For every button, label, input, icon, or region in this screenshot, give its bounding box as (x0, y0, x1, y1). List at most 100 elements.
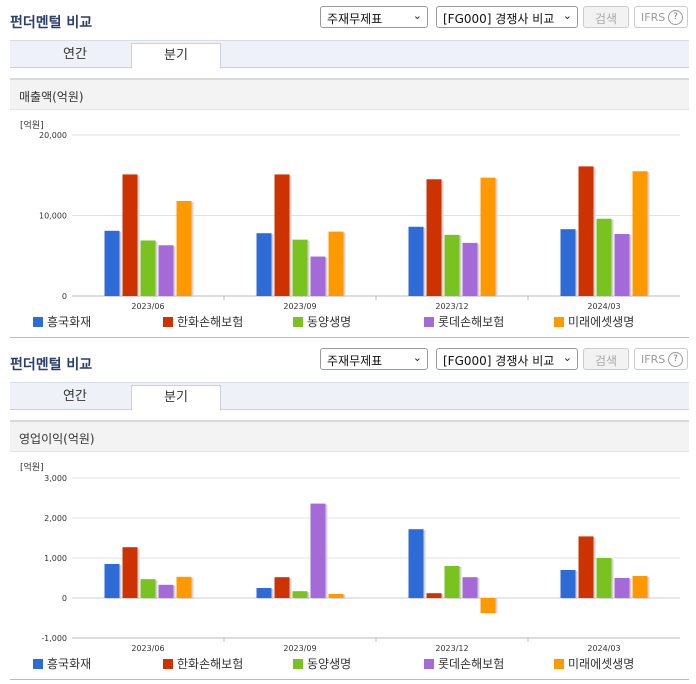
legend-label: 한화손해보험 (177, 657, 244, 671)
legend-item[interactable]: 동양생명 (293, 655, 351, 672)
legend-swatch (33, 317, 43, 327)
y-tick-label: 20,000 (39, 131, 67, 140)
x-tick-label: 2023/12 (435, 644, 468, 653)
legend: 흥국화재 한화손해보험 동양생명 롯데손해보험 미래에셋생명 (0, 655, 696, 673)
bar[interactable] (578, 166, 594, 296)
legend-item[interactable]: 롯데손해보험 (424, 313, 504, 330)
help-icon[interactable]: ? (668, 10, 683, 25)
bar[interactable] (176, 201, 192, 296)
legend-label: 동양생명 (307, 657, 352, 671)
bar[interactable] (328, 231, 344, 296)
bar[interactable] (426, 593, 442, 598)
legend-swatch (293, 317, 303, 327)
bar[interactable] (104, 230, 120, 296)
y-tick-label: 10,000 (39, 212, 67, 221)
bar[interactable] (122, 547, 138, 598)
x-tick-label: 2023/09 (283, 644, 316, 653)
panel-title: 펀더멘털 비교 (10, 357, 93, 373)
bar[interactable] (632, 576, 648, 598)
legend-item[interactable]: 흥국화재 (33, 655, 91, 672)
bar[interactable] (176, 576, 192, 598)
peer-select[interactable]: [FG000] 경쟁사 비교 ⌄ (436, 6, 578, 28)
tab-quarterly[interactable]: 분기 (131, 385, 221, 411)
legend-item[interactable]: 동양생명 (293, 313, 351, 330)
bar[interactable] (256, 588, 272, 598)
bar[interactable] (632, 171, 648, 296)
bar[interactable] (310, 503, 326, 598)
bar[interactable] (292, 239, 308, 296)
bar[interactable] (480, 177, 496, 296)
panel-revenue: 펀더멘털 비교 주재무제표 ⌄ [FG000] 경쟁사 비교 ⌄ 검색 IFRS… (0, 6, 696, 338)
bar[interactable] (158, 584, 174, 598)
legend: 흥국화재 한화손해보험 동양생명 롯데손해보험 미래에셋생명 (0, 313, 696, 331)
legend-item[interactable]: 미래에셋생명 (554, 313, 634, 330)
chevron-down-icon: ⌄ (562, 9, 572, 22)
x-tick-label: 2024/03 (587, 302, 620, 311)
bar[interactable] (274, 577, 290, 598)
legend-item[interactable]: 한화손해보험 (163, 313, 243, 330)
statement-select[interactable]: 주재무제표 ⌄ (320, 348, 428, 370)
x-tick-label: 2023/06 (131, 644, 164, 653)
bar[interactable] (560, 229, 576, 296)
bar[interactable] (480, 598, 496, 614)
legend-label: 한화손해보험 (177, 315, 244, 329)
bar[interactable] (462, 577, 478, 598)
statement-select-value: 주재무제표 (327, 12, 383, 26)
legend-swatch (33, 659, 43, 669)
legend-label: 롯데손해보험 (438, 315, 505, 329)
legend-item[interactable]: 롯데손해보험 (424, 655, 504, 672)
bar[interactable] (408, 529, 424, 598)
bar[interactable] (256, 233, 272, 296)
bar[interactable] (122, 174, 138, 296)
divider (10, 679, 689, 680)
legend-item[interactable]: 미래에셋생명 (554, 655, 634, 672)
y-tick-label: 3,000 (44, 474, 67, 483)
bar[interactable] (462, 242, 478, 296)
legend-label: 미래에셋생명 (568, 315, 635, 329)
bar[interactable] (444, 566, 460, 598)
ifrs-button[interactable]: IFRS ? (634, 6, 688, 28)
peer-select-value: [FG000] 경쟁사 비교 (443, 354, 555, 368)
bar[interactable] (578, 536, 594, 598)
bar[interactable] (560, 570, 576, 598)
peer-select[interactable]: [FG000] 경쟁사 비교 ⌄ (436, 348, 578, 370)
bar[interactable] (614, 578, 630, 598)
bar[interactable] (140, 240, 156, 296)
x-tick-label: 2023/12 (435, 302, 468, 311)
bar[interactable] (104, 564, 120, 598)
legend-item[interactable]: 한화손해보험 (163, 655, 243, 672)
bar[interactable] (140, 579, 156, 598)
bar[interactable] (614, 234, 630, 296)
panel-header: 펀더멘털 비교 주재무제표 ⌄ [FG000] 경쟁사 비교 ⌄ 검색 IFRS… (0, 342, 696, 382)
bar[interactable] (444, 234, 460, 296)
x-tick-label: 2023/09 (283, 302, 316, 311)
y-tick-label: 0 (62, 292, 67, 301)
chart-subtitle-bar: 영업이익(억원) (10, 420, 689, 452)
tab-annual[interactable]: 연간 (63, 389, 87, 404)
legend-item[interactable]: 흥국화재 (33, 313, 91, 330)
legend-label: 흥국화재 (47, 657, 92, 671)
legend-label: 미래에셋생명 (568, 657, 635, 671)
ifrs-label: IFRS (641, 353, 666, 366)
bar[interactable] (328, 594, 344, 598)
chart-subtitle: 영업이익(억원) (19, 432, 95, 446)
bar[interactable] (596, 558, 612, 598)
chevron-down-icon: ⌄ (562, 351, 572, 364)
bar[interactable] (596, 218, 612, 296)
help-icon[interactable]: ? (668, 352, 683, 367)
legend-swatch (554, 317, 564, 327)
bar[interactable] (426, 179, 442, 296)
tab-quarterly[interactable]: 분기 (131, 43, 221, 69)
search-button[interactable]: 검색 (583, 6, 629, 28)
unit-label: [억원] (20, 463, 44, 473)
bar[interactable] (310, 256, 326, 296)
ifrs-label: IFRS (641, 11, 666, 24)
bar[interactable] (408, 226, 424, 296)
tab-annual[interactable]: 연간 (63, 47, 87, 62)
statement-select[interactable]: 주재무제표 ⌄ (320, 6, 428, 28)
bar[interactable] (274, 174, 290, 296)
ifrs-button[interactable]: IFRS ? (634, 348, 688, 370)
search-button[interactable]: 검색 (583, 348, 629, 370)
bar[interactable] (158, 245, 174, 296)
bar[interactable] (292, 591, 308, 598)
